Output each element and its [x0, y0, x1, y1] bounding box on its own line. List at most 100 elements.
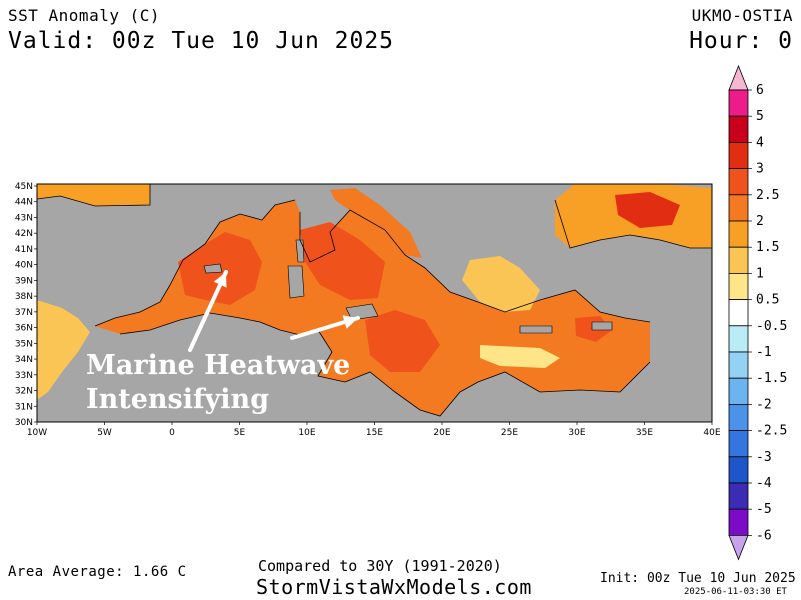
annotation-line-2: Intensifying [86, 384, 270, 415]
colorbar-label: 3 [756, 162, 764, 177]
map-title: SST Anomaly (C) [8, 6, 160, 25]
heatwave-core-south [365, 310, 440, 372]
lat-label: 37N [15, 308, 33, 318]
atlantic-south [37, 300, 90, 400]
lat-label: 39N [15, 276, 33, 286]
annotation-line-1: Marine Heatwave [86, 350, 351, 381]
colorbar-segment [728, 482, 749, 510]
colorbar-label: 1 [756, 266, 764, 281]
lon-label: 10W [27, 428, 47, 438]
colorbar-label: 4 [756, 135, 764, 150]
colorbar-segment [728, 377, 749, 405]
climatology-note: Compared to 30Y (1991-2020) [258, 557, 502, 575]
colorbar-label: -4 [756, 476, 772, 491]
sicily-island [345, 303, 379, 321]
colorbar-legend: 6 5 4 3 2.5 2 1.5 1 0.5 -0.5 -1 -1.5 -2 -2.5 -3 -4 -5 -6 [728, 64, 787, 561]
colorbar-segment [728, 508, 749, 536]
lat-label: 43N [15, 213, 33, 223]
model-name: UKMO-OSTIA [691, 6, 793, 25]
colorbar-segment [728, 430, 749, 458]
lat-label: 41N [15, 245, 33, 255]
lat-label: 34N [15, 355, 33, 365]
lat-label: 33N [15, 371, 33, 381]
lat-label: 35N [15, 339, 33, 349]
generated-timestamp: 2025-06-11-03:30 ET [684, 587, 787, 597]
corsica-island [295, 239, 305, 263]
colorbar-segment [728, 272, 749, 300]
init-time: Init: 00z Tue 10 Jun 2025 [600, 571, 796, 586]
lat-label: 38N [15, 292, 33, 302]
black-sea-hot-spot [615, 192, 680, 228]
lon-label: 5W [97, 428, 112, 438]
lat-label: 30N [15, 418, 33, 428]
colorbar-label: 1.5 [756, 240, 779, 255]
lat-label: 42N [15, 229, 33, 239]
balearic-island [203, 263, 223, 274]
lat-label: 40N [15, 261, 33, 271]
colorbar-segment [728, 194, 749, 222]
colorbar-label: 6 [756, 83, 764, 98]
annotation-arrow-east [290, 315, 360, 340]
colorbar-label: 5 [756, 109, 764, 124]
colorbar-bottom-arrow [728, 535, 749, 561]
annotation-arrow-west [188, 270, 228, 352]
crete-island [519, 325, 553, 334]
lat-label: 31N [15, 402, 33, 412]
axis-layer: 45N 44N 43N 42N 41N 40N 39N 38N 37N 36N 35N 34N 33N 3… [15, 182, 721, 438]
colorbar-label: -3 [756, 450, 772, 465]
website-credit: StormVistaWxModels.com [256, 575, 532, 599]
colorbar-label: 2.5 [756, 188, 779, 203]
heatwave-core-tyrrhenian [300, 222, 385, 300]
colorbar-label: -2 [756, 397, 772, 412]
lon-label: 40E [703, 428, 720, 438]
colorbar-segment [728, 89, 749, 117]
coastline [119, 312, 651, 417]
colorbar-segment [728, 168, 749, 196]
sardinia-island [287, 265, 305, 299]
lat-label: 44N [15, 198, 33, 208]
colorbar-label: -1 [756, 345, 772, 360]
lon-label: 30E [568, 428, 585, 438]
lon-label: 10E [298, 428, 315, 438]
colorbar-label: -6 [756, 528, 772, 543]
colorbar-segment [728, 141, 749, 169]
colorbar-segment [728, 456, 749, 484]
lon-label: 35E [636, 428, 653, 438]
colorbar-label: -0.5 [756, 319, 787, 334]
colorbar-top-arrow [728, 64, 749, 91]
colorbar-segment [728, 325, 749, 353]
lat-label: 36N [15, 324, 33, 334]
lon-label: 15E [366, 428, 383, 438]
colorbar-label: -2.5 [756, 424, 787, 439]
adriatic-sea [330, 188, 422, 258]
lat-label: 45N [15, 182, 33, 192]
coastline [554, 199, 712, 249]
map-layer [36, 183, 713, 423]
colorbar-label: 2 [756, 214, 764, 229]
colorbar-label: -5 [756, 502, 772, 517]
lat-label: 32N [15, 387, 33, 397]
colorbar-label: 0.5 [756, 293, 779, 308]
colorbar-segment [728, 115, 749, 143]
colorbar-label: -1.5 [756, 371, 787, 386]
colorbar-segment [728, 403, 749, 431]
coastline [299, 209, 651, 323]
colorbar-segment [728, 299, 749, 327]
atlantic-north [37, 184, 150, 206]
forecast-hour: Hour: 0 [689, 28, 793, 54]
lon-label: 0 [169, 428, 175, 438]
lon-label: 20E [433, 428, 450, 438]
lon-label: 25E [501, 428, 518, 438]
colorbar-segment [728, 351, 749, 379]
coastline [94, 199, 296, 327]
colorbar-segment [728, 246, 749, 274]
area-average: Area Average: 1.66 C [8, 564, 187, 580]
coastline [36, 184, 151, 207]
valid-time: Valid: 00z Tue 10 Jun 2025 [8, 28, 395, 54]
levantine-pale-patch [480, 345, 560, 368]
cyprus-island [591, 321, 613, 331]
colorbar-segment [728, 220, 749, 248]
lon-label: 5E [234, 428, 246, 438]
aegean-sea [462, 256, 540, 312]
